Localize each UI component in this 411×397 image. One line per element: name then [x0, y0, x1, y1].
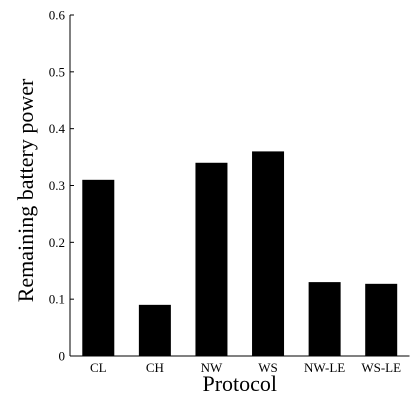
x-tick-label-cl: CL	[90, 360, 107, 375]
x-tick-label-nw: NW	[201, 360, 223, 375]
bar-ch	[138, 304, 171, 356]
x-tick-label-ws: WS	[258, 360, 278, 375]
y-tick-label: 0.3	[49, 178, 65, 193]
y-tick-label: 0.6	[49, 8, 66, 23]
bars-group	[82, 151, 398, 356]
bar-ws	[252, 151, 285, 356]
x-tick-label-ch: CH	[146, 360, 164, 375]
plot-area	[69, 15, 410, 357]
y-axis-title: Remaining battery power	[13, 78, 38, 302]
y-tick-label: 0	[59, 349, 66, 364]
y-axis-ticks: 0 0.1 0.2 0.3 0.4 0.5 0.6	[49, 8, 74, 364]
x-axis-ticks: CL CH NW WS NW-LE WS-LE	[90, 352, 401, 375]
y-tick-label: 0.4	[49, 121, 66, 136]
y-tick-label: 0.2	[49, 235, 65, 250]
bar-ws-le	[365, 283, 398, 356]
y-tick-label: 0.1	[49, 292, 65, 307]
x-tick-label-nw-le: NW-LE	[304, 360, 345, 375]
x-tick-label-ws-le: WS-LE	[361, 360, 401, 375]
bar-cl	[82, 179, 115, 356]
bar-nw-le	[308, 282, 341, 356]
y-tick-label: 0.5	[49, 64, 65, 79]
x-axis-title: Protocol	[202, 371, 277, 396]
bar-nw	[195, 162, 228, 356]
